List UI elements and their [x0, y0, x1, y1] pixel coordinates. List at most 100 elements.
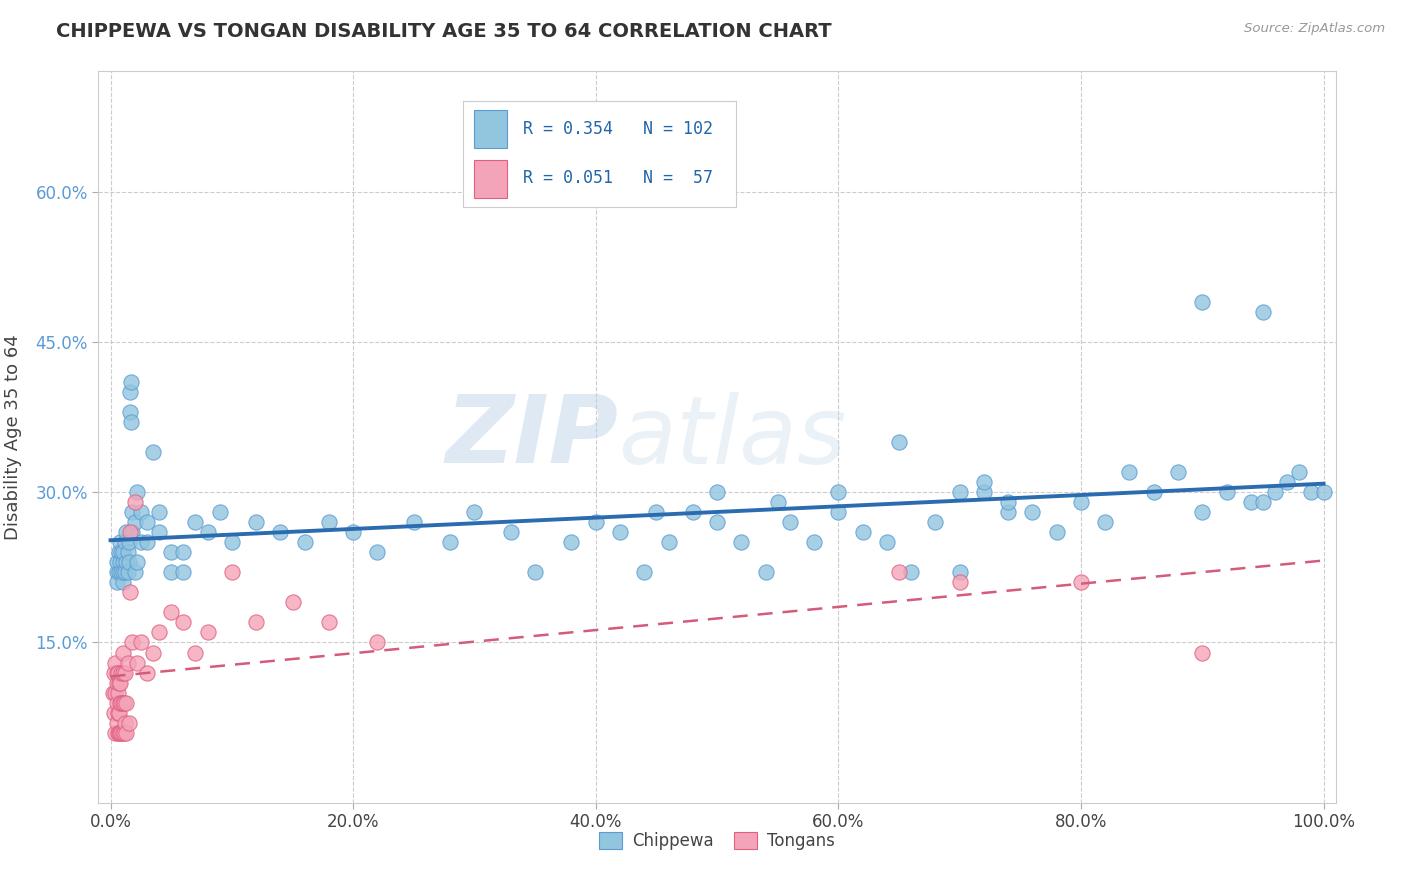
Point: [110, 535, 132, 549]
Point: [245, 515, 267, 529]
Point: [136, 665, 159, 680]
Point: [973, 475, 995, 490]
Point: [852, 525, 875, 540]
Point: [111, 696, 134, 710]
Point: [887, 566, 910, 580]
Point: [1191, 646, 1213, 660]
Point: [318, 615, 340, 630]
Point: [585, 515, 607, 529]
Point: [142, 646, 165, 660]
Point: [115, 555, 138, 569]
Point: [118, 585, 141, 599]
Point: [105, 715, 128, 730]
Point: [366, 545, 388, 559]
Point: [110, 555, 132, 569]
Point: [114, 665, 136, 680]
Point: [114, 566, 136, 580]
Point: [197, 625, 219, 640]
Point: [1094, 515, 1116, 529]
Point: [129, 505, 152, 519]
Point: [1191, 505, 1213, 519]
Point: [645, 505, 668, 519]
Point: [1240, 495, 1263, 509]
Point: [269, 525, 291, 540]
Point: [633, 566, 655, 580]
Text: CHIPPEWA VS TONGAN DISABILITY AGE 35 TO 64 CORRELATION CHART: CHIPPEWA VS TONGAN DISABILITY AGE 35 TO …: [56, 22, 832, 41]
Point: [110, 675, 132, 690]
Point: [997, 505, 1019, 519]
Point: [105, 575, 128, 590]
Point: [1070, 575, 1092, 590]
Point: [124, 515, 146, 529]
Point: [949, 575, 972, 590]
Point: [107, 706, 129, 720]
Point: [110, 725, 132, 739]
Point: [318, 515, 340, 529]
Point: [1143, 485, 1166, 500]
Point: [294, 535, 316, 549]
Point: [105, 665, 128, 680]
Point: [120, 415, 142, 429]
Point: [730, 535, 752, 549]
Point: [524, 566, 547, 580]
Point: [108, 545, 131, 559]
Point: [111, 725, 134, 739]
Point: [281, 595, 304, 609]
Point: [111, 545, 134, 559]
Point: [110, 566, 132, 580]
Point: [117, 566, 139, 580]
Point: [657, 535, 679, 549]
Point: [342, 525, 364, 540]
Point: [1167, 465, 1189, 479]
Text: atlas: atlas: [619, 392, 846, 483]
Point: [108, 566, 131, 580]
Point: [124, 495, 146, 509]
Point: [887, 435, 910, 450]
Point: [111, 665, 134, 680]
Point: [827, 505, 849, 519]
Point: [366, 635, 388, 649]
Point: [103, 665, 125, 680]
Point: [118, 384, 141, 399]
Point: [136, 515, 159, 529]
Point: [499, 525, 522, 540]
Point: [560, 535, 582, 549]
Point: [172, 545, 194, 559]
Point: [104, 725, 127, 739]
Point: [1264, 485, 1286, 500]
Point: [1191, 294, 1213, 309]
Point: [115, 525, 138, 540]
Point: [108, 675, 131, 690]
Point: [127, 485, 149, 500]
Point: [112, 725, 135, 739]
Point: [439, 535, 461, 549]
Point: [118, 535, 141, 549]
Point: [1275, 475, 1298, 490]
Point: [402, 515, 425, 529]
Point: [111, 566, 134, 580]
Point: [924, 515, 946, 529]
Point: [117, 656, 139, 670]
Point: [1288, 465, 1310, 479]
Point: [609, 525, 631, 540]
Point: [129, 535, 152, 549]
Point: [160, 545, 183, 559]
Point: [184, 646, 207, 660]
Point: [221, 535, 243, 549]
Point: [221, 566, 243, 580]
Point: [197, 525, 219, 540]
Point: [114, 535, 136, 549]
Point: [121, 635, 143, 649]
Point: [110, 696, 132, 710]
Point: [121, 505, 143, 519]
Point: [876, 535, 898, 549]
Point: [104, 656, 127, 670]
Point: [949, 485, 972, 500]
Point: [118, 405, 141, 419]
Point: [463, 505, 485, 519]
Point: [160, 606, 183, 620]
Point: [127, 656, 149, 670]
Point: [110, 696, 132, 710]
Point: [101, 685, 124, 699]
Point: [148, 625, 170, 640]
